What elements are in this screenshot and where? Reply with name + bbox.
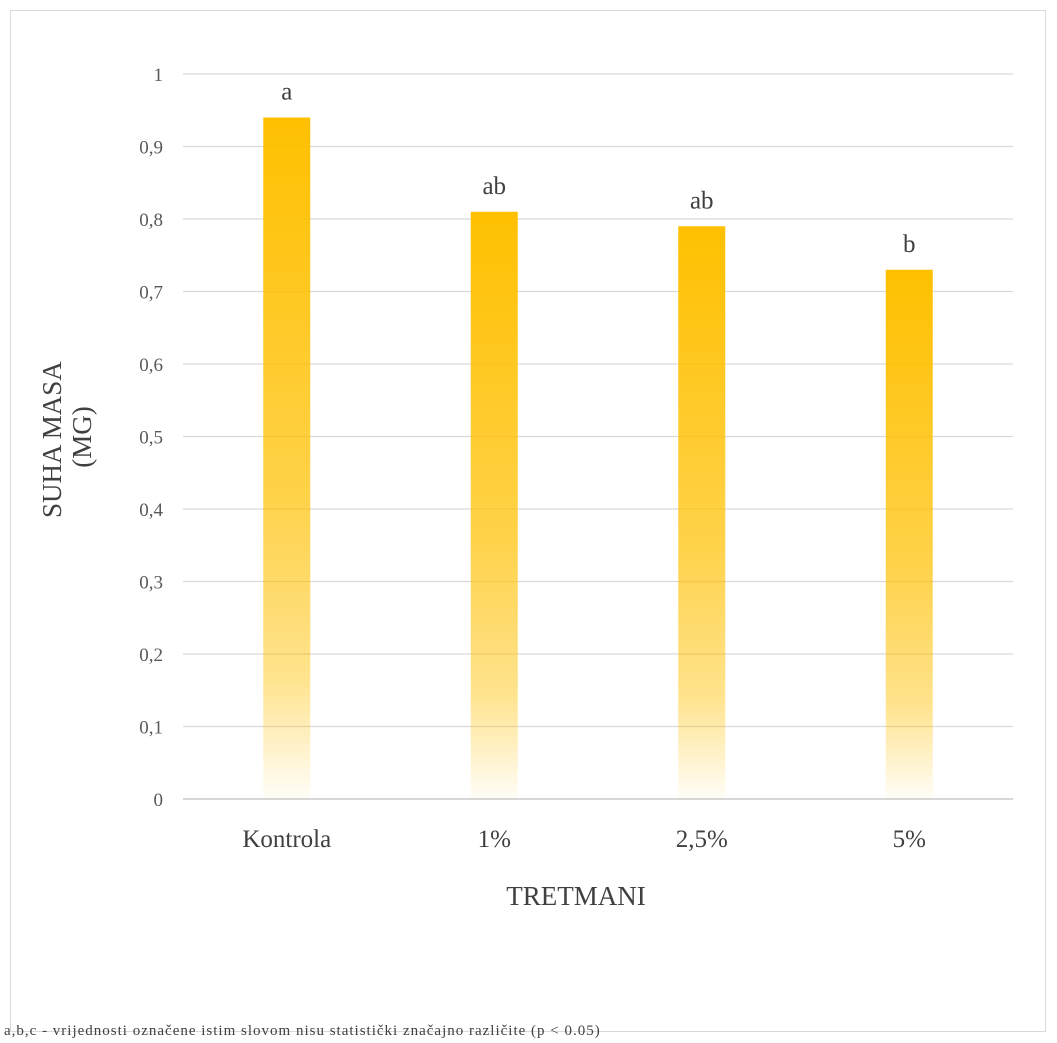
x-category-label: 2,5% xyxy=(676,826,728,853)
y-tick-label: 0,9 xyxy=(139,138,163,159)
y-tick-label: 0,3 xyxy=(139,573,163,594)
y-axis-title-line-2: (MG) xyxy=(67,406,97,468)
data-label: ab xyxy=(482,173,506,200)
chart-frame xyxy=(10,10,1046,1032)
bars xyxy=(263,117,933,799)
y-tick-label: 0,8 xyxy=(139,210,163,231)
gridlines xyxy=(183,73,1013,800)
data-label: b xyxy=(903,231,916,258)
data-labels: a ab ab b xyxy=(281,79,915,258)
x-category-label: 5% xyxy=(893,826,926,853)
x-category-label: Kontrola xyxy=(242,826,331,853)
x-axis-title: TRETMANI xyxy=(506,881,645,911)
bar xyxy=(678,226,726,799)
y-tick-label: 0,1 xyxy=(139,718,163,739)
y-tick-label: 1 xyxy=(154,65,164,86)
y-tick-label: 0,4 xyxy=(139,500,163,521)
y-tick-label: 0,6 xyxy=(139,355,163,376)
y-axis-title-line-1: SUHA MASA xyxy=(37,361,67,518)
y-axis-title: SUHA MASA (MG) xyxy=(37,356,97,518)
y-axis-ticks: 0 0,1 0,2 0,3 0,4 0,5 0,6 0,7 0,8 0,9 1 xyxy=(139,65,163,811)
y-tick-label: 0,5 xyxy=(139,428,163,449)
x-axis-categories: Kontrola 1% 2,5% 5% xyxy=(242,826,926,853)
data-label: a xyxy=(281,79,292,106)
bar xyxy=(885,269,933,799)
bar xyxy=(263,117,311,799)
y-tick-label: 0 xyxy=(154,790,164,811)
bar xyxy=(470,211,518,799)
footnote: a,b,c - vrijednosti označene istim slovo… xyxy=(4,1023,601,1039)
y-tick-label: 0,7 xyxy=(139,283,163,304)
data-label: ab xyxy=(690,187,714,214)
x-category-label: 1% xyxy=(478,826,511,853)
y-tick-label: 0,2 xyxy=(139,645,163,666)
